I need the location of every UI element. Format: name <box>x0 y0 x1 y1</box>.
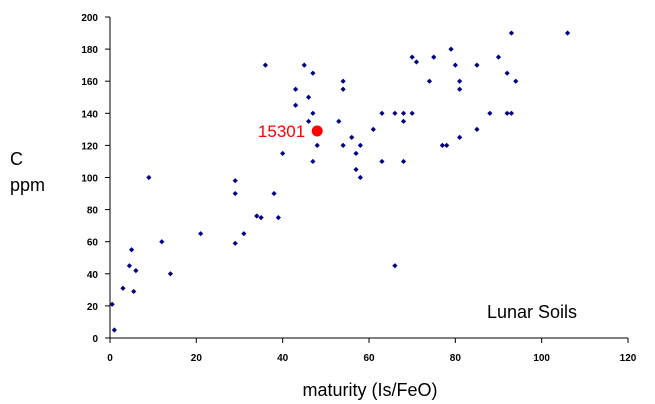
data-point <box>504 110 510 116</box>
data-point <box>305 118 312 124</box>
data-point <box>310 158 316 165</box>
data-point <box>241 231 247 237</box>
data-point <box>349 134 355 140</box>
y-tick-label: 20 <box>87 302 99 313</box>
data-point <box>508 30 515 36</box>
data-point <box>379 158 385 165</box>
y-tick-label: 160 <box>81 77 98 88</box>
data-point <box>159 239 165 245</box>
x-tick-label: 60 <box>363 353 375 364</box>
data-point <box>111 327 117 333</box>
axes <box>109 17 628 339</box>
data-point <box>487 110 493 116</box>
data-point <box>474 62 480 68</box>
highlight-label: 15301 <box>258 122 305 141</box>
y-axis-label-line-2: ppm <box>10 175 45 195</box>
data-point <box>301 62 307 68</box>
data-point <box>167 271 174 277</box>
highlight-point <box>311 125 323 137</box>
y-axis-label-line-1: C <box>10 149 23 169</box>
data-point <box>336 118 342 124</box>
panel-annotation: Lunar Soils <box>487 302 577 322</box>
data-point <box>444 142 450 148</box>
data-point <box>126 263 133 269</box>
data-point <box>457 134 463 140</box>
data-point <box>314 142 320 148</box>
data-point <box>392 110 398 116</box>
highlight-group: 15301 <box>258 122 323 141</box>
data-point <box>310 110 316 116</box>
data-point <box>232 240 238 246</box>
data-point <box>340 142 346 148</box>
data-point <box>198 231 204 237</box>
y-axis-ticks: 0 20 40 60 80 100 120 140 160 180 200 <box>81 13 110 345</box>
data-point <box>254 213 260 219</box>
y-tick-label: 180 <box>81 45 98 56</box>
data-point <box>413 59 420 65</box>
data-point <box>109 301 115 307</box>
data-point <box>400 118 407 124</box>
data-point <box>305 94 312 100</box>
y-tick-label: 120 <box>81 141 98 152</box>
data-point <box>271 190 277 197</box>
y-tick-label: 40 <box>87 270 99 281</box>
data-point <box>426 78 433 84</box>
data-point <box>400 110 407 116</box>
data-points <box>109 30 571 333</box>
x-tick-label: 0 <box>107 353 113 364</box>
x-tick-label: 100 <box>533 353 550 364</box>
y-tick-label: 80 <box>87 206 99 217</box>
x-tick-label: 20 <box>191 353 203 364</box>
data-point <box>513 78 519 84</box>
data-point <box>508 110 515 116</box>
data-point <box>370 126 376 132</box>
data-point <box>357 142 363 148</box>
y-tick-label: 100 <box>81 174 98 185</box>
x-tick-label: 120 <box>620 353 637 364</box>
data-point <box>448 46 454 52</box>
data-point <box>504 70 510 76</box>
data-point <box>232 178 238 184</box>
x-tick-label: 80 <box>450 353 462 364</box>
data-point <box>379 110 385 116</box>
data-point <box>353 150 359 157</box>
data-point <box>439 142 445 148</box>
data-point <box>146 174 152 181</box>
data-point <box>340 86 346 92</box>
data-point <box>474 126 480 132</box>
data-point <box>232 190 238 197</box>
data-point <box>457 86 463 92</box>
data-point <box>293 102 299 108</box>
data-point <box>392 263 398 269</box>
data-point <box>133 267 139 274</box>
data-point <box>353 166 359 173</box>
data-point <box>457 78 463 84</box>
y-tick-label: 0 <box>92 334 98 345</box>
data-point <box>310 70 316 76</box>
data-point <box>431 54 437 60</box>
data-point <box>564 30 571 36</box>
y-tick-label: 140 <box>81 109 98 120</box>
data-point <box>293 86 299 92</box>
data-point <box>131 288 137 295</box>
x-tick-label: 40 <box>277 353 289 364</box>
data-point <box>258 215 264 221</box>
data-point <box>495 54 502 60</box>
data-point <box>400 158 407 165</box>
data-point <box>275 215 281 221</box>
x-axis-ticks: 0 20 40 60 80 100 120 <box>107 338 637 364</box>
data-point <box>128 247 135 253</box>
data-point <box>409 54 415 60</box>
data-point <box>340 78 346 84</box>
data-point <box>357 174 363 181</box>
data-point <box>280 150 286 157</box>
data-point <box>120 285 126 291</box>
x-axis-label: maturity (Is/FeO) <box>302 380 437 400</box>
data-point <box>262 62 268 68</box>
data-point <box>409 110 415 116</box>
y-tick-label: 200 <box>81 13 98 24</box>
data-point <box>452 62 458 68</box>
y-tick-label: 60 <box>87 238 99 249</box>
